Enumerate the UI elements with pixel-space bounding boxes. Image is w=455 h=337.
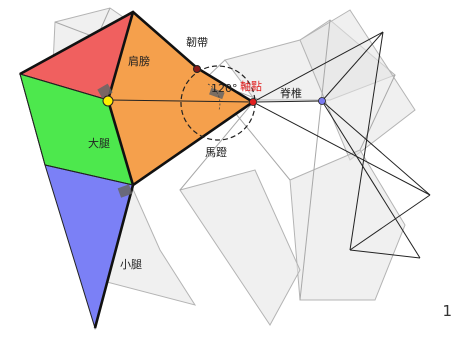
- pivot-node: [249, 98, 257, 106]
- label-thigh: 大腿: [88, 136, 110, 150]
- label-angle: 120°: [211, 82, 238, 95]
- spine-node: [318, 97, 326, 105]
- linkage-lines: [19, 31, 431, 259]
- ligament-joint-node: [193, 65, 201, 73]
- ghost-right-body: [299, 9, 416, 161]
- joint-blocks: [97, 83, 225, 198]
- label-pivot: 軸點: [240, 79, 262, 93]
- label-shoulder: 肩膀: [128, 54, 150, 68]
- ghost-center-leg: [179, 169, 301, 326]
- page-number: 1: [442, 302, 452, 320]
- shoulder-orange-region: [107, 11, 254, 186]
- label-ligament: 韌帶: [186, 35, 208, 49]
- frame-outline: [19, 10, 256, 329]
- label-tendon: 馬蹬: [205, 146, 227, 159]
- label-spine: 脊椎: [280, 86, 302, 100]
- yellow-joint-node: [102, 95, 114, 107]
- label-shin: 小腿: [120, 258, 142, 271]
